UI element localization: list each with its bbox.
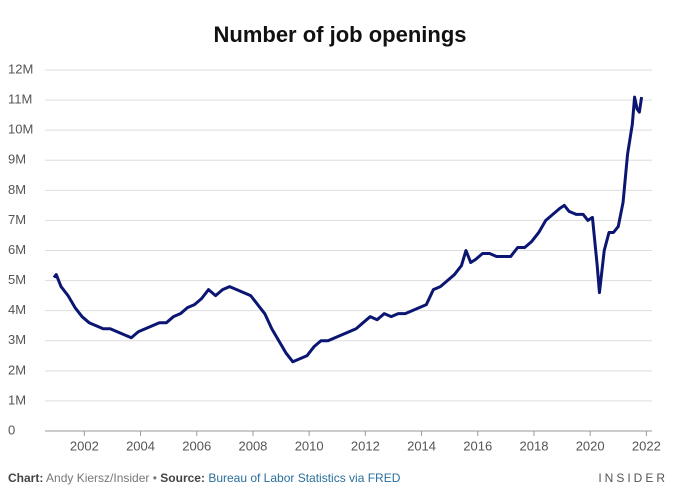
line [52, 95, 644, 364]
x-tick-label: 2004 [126, 438, 155, 453]
x-tick-label: 2012 [351, 438, 380, 453]
y-tick-label: 10M [8, 122, 33, 137]
y-tick-label: 12M [8, 61, 33, 76]
x-tick-label: 2006 [182, 438, 211, 453]
y-tick-label: 3M [8, 332, 26, 347]
y-tick-label: 5M [8, 272, 26, 287]
y-tick-label: 7M [8, 212, 26, 227]
x-tick-label: 2002 [70, 438, 99, 453]
y-tick-label: 4M [8, 302, 26, 317]
x-tick-label: 2016 [463, 438, 492, 453]
y-tick-label: 1M [8, 392, 26, 407]
y-tick-label: 2M [8, 362, 26, 377]
x-tick-label: 2020 [576, 438, 605, 453]
credit-label: Chart: [8, 471, 44, 485]
source: Bureau of Labor Statistics via FRED [208, 471, 401, 485]
x-tick-label: 2010 [295, 438, 324, 453]
x-tick-label: 2008 [238, 438, 267, 453]
y-tick-label: 8M [8, 182, 26, 197]
x-tick-label: 2018 [520, 438, 549, 453]
chart-title: Number of job openings [214, 22, 467, 47]
source-label: Source: [160, 471, 205, 485]
x-tick-label: 2014 [407, 438, 436, 453]
y-tick-label: 9M [8, 152, 26, 167]
y-tick-label: 0 [8, 422, 15, 437]
brand: INSIDER [598, 471, 668, 485]
chart: Number of job openings 0 1M 2M 3M 4M 5M 6M 7M 8M… [8, 22, 661, 454]
y-tick-label: 11M [8, 92, 32, 107]
footer: Chart: Andy Kiersz/Insider • Source: Bur… [8, 471, 400, 485]
y-tick-label: 6M [8, 242, 26, 257]
x-tick-label: 2022 [632, 438, 661, 453]
credit: Andy Kiersz/Insider • [46, 471, 157, 485]
